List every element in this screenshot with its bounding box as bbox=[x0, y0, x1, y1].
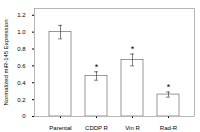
svg-text:0.4: 0.4 bbox=[17, 80, 26, 86]
svg-text:Rad-R: Rad-R bbox=[160, 125, 178, 131]
svg-text:Parental: Parental bbox=[49, 125, 71, 131]
svg-text:Normalized miR-145 Expression: Normalized miR-145 Expression bbox=[3, 19, 9, 105]
svg-text:1.2: 1.2 bbox=[17, 12, 26, 18]
svg-text:0: 0 bbox=[22, 113, 26, 119]
svg-text:CDDP R: CDDP R bbox=[85, 125, 109, 131]
svg-text:1.0: 1.0 bbox=[17, 29, 26, 35]
svg-text:Vin R: Vin R bbox=[125, 125, 140, 131]
svg-text:0.8: 0.8 bbox=[17, 46, 26, 52]
svg-text:0.2: 0.2 bbox=[17, 97, 26, 103]
svg-text:*: * bbox=[131, 44, 135, 54]
svg-text:0.6: 0.6 bbox=[17, 63, 26, 69]
svg-text:*: * bbox=[167, 82, 171, 92]
svg-text:*: * bbox=[95, 62, 99, 72]
